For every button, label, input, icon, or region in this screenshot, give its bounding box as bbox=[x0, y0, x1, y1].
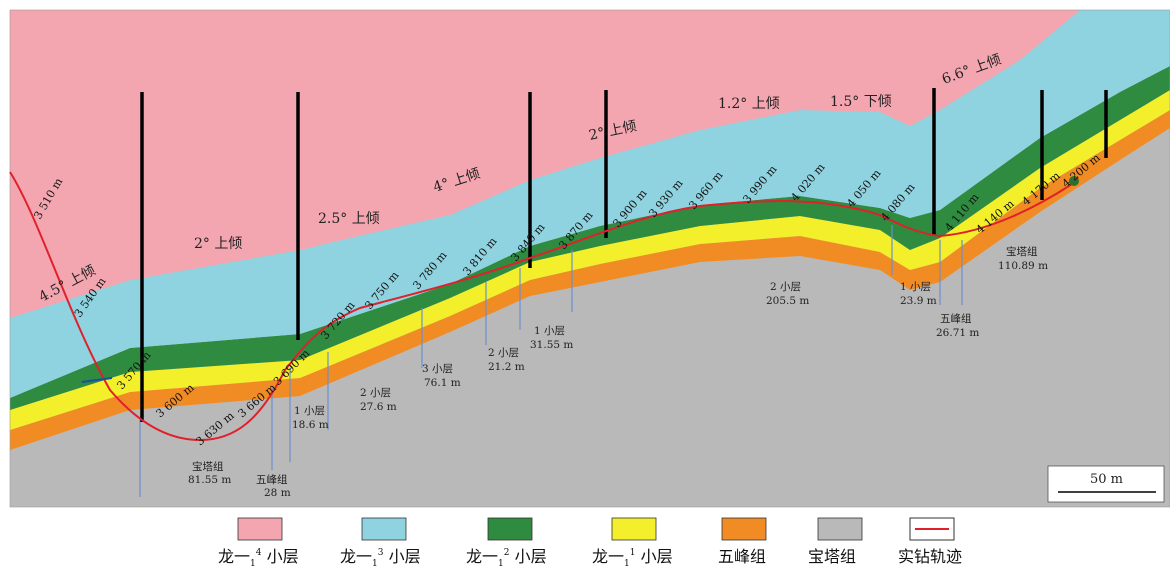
legend-swatch bbox=[237, 517, 283, 541]
legend-item: 五峰组 bbox=[718, 517, 767, 566]
zone-name: 宝塔组 bbox=[1006, 245, 1038, 258]
zone-name: 1 小层 bbox=[534, 325, 565, 337]
zone-name: 五峰组 bbox=[256, 473, 288, 486]
zone-labels: 宝塔组 81.55 m 五峰组 28 m 1 小层 18.6 m 2 小层 27… bbox=[188, 245, 1048, 499]
zone-length: 76.1 m bbox=[424, 377, 461, 389]
zone-divider-lines bbox=[139, 225, 963, 497]
zone-length: 27.6 m bbox=[360, 401, 397, 413]
long1-2-layer bbox=[10, 66, 1170, 410]
zone-name: 3 小层 bbox=[422, 363, 453, 375]
dip-label: 2° 上倾 bbox=[194, 236, 242, 252]
legend-label: 实钻轨迹 bbox=[898, 547, 962, 566]
legend-item: 宝塔组 bbox=[808, 517, 863, 566]
legend-label: 五峰组 bbox=[718, 547, 766, 566]
zone-length: 23.9 m bbox=[900, 295, 937, 307]
zone-length: 21.2 m bbox=[488, 361, 525, 373]
zone-name: 2 小层 bbox=[360, 387, 391, 399]
reference-bars bbox=[140, 88, 1108, 422]
drilled-trajectory-line bbox=[9, 171, 1073, 442]
legend-item: 龙一13 小层 bbox=[340, 517, 421, 569]
legend-swatch bbox=[817, 517, 863, 541]
long1-1-layer bbox=[10, 90, 1170, 430]
zone-name: 1 小层 bbox=[294, 405, 325, 417]
zone-name: 2 小层 bbox=[770, 281, 801, 293]
legend-label: 龙一12 小层 bbox=[466, 547, 547, 569]
legend-label: 龙一11 小层 bbox=[592, 547, 673, 569]
legend-item: 龙一12 小层 bbox=[466, 517, 547, 569]
legend: 龙一14 小层 龙一13 小层 龙一12 小层 龙一11 小层 五峰组 宝塔组 实钻轨迹 bbox=[218, 517, 962, 569]
zone-name: 1 小层 bbox=[900, 281, 931, 293]
scale-bar: 50 m bbox=[1047, 465, 1165, 503]
zone-length: 81.55 m bbox=[188, 474, 231, 486]
dip-label: 1.5° 下倾 bbox=[830, 94, 892, 110]
trajectory-left-tick bbox=[81, 377, 113, 383]
legend-label: 宝塔组 bbox=[808, 547, 856, 566]
legend-label: 龙一14 小层 bbox=[218, 547, 299, 569]
legend-swatch bbox=[487, 517, 533, 541]
zone-name: 五峰组 bbox=[940, 312, 972, 325]
legend-label: 龙一13 小层 bbox=[340, 547, 421, 569]
legend-swatch bbox=[611, 517, 657, 541]
legend-item: 龙一14 小层 bbox=[218, 517, 299, 569]
zone-length: 28 m bbox=[264, 487, 291, 499]
zone-length: 205.5 m bbox=[766, 295, 809, 307]
zone-name: 宝塔组 bbox=[192, 460, 224, 473]
legend-item: 龙一11 小层 bbox=[592, 517, 673, 569]
zone-length: 110.89 m bbox=[998, 260, 1048, 272]
wufeng-formation-layer bbox=[10, 110, 1170, 450]
zone-length: 31.55 m bbox=[530, 339, 573, 351]
legend-swatch bbox=[361, 517, 407, 541]
zone-length: 26.71 m bbox=[936, 327, 979, 339]
zone-name: 2 小层 bbox=[488, 347, 519, 359]
dip-label: 1.2° 上倾 bbox=[718, 96, 780, 112]
scale-bar-label: 50 m bbox=[1090, 472, 1123, 487]
long1-4-layer bbox=[10, 10, 1080, 318]
scale-bar-box bbox=[1047, 465, 1165, 503]
legend-swatch bbox=[721, 517, 767, 541]
dip-label: 2.5° 上倾 bbox=[318, 211, 380, 227]
plot-frame bbox=[9, 9, 1170, 508]
long1-3-layer bbox=[10, 10, 1170, 398]
zone-length: 18.6 m bbox=[292, 419, 329, 431]
legend-item: 实钻轨迹 bbox=[898, 517, 962, 566]
trajectory-end-marker bbox=[1069, 176, 1079, 186]
